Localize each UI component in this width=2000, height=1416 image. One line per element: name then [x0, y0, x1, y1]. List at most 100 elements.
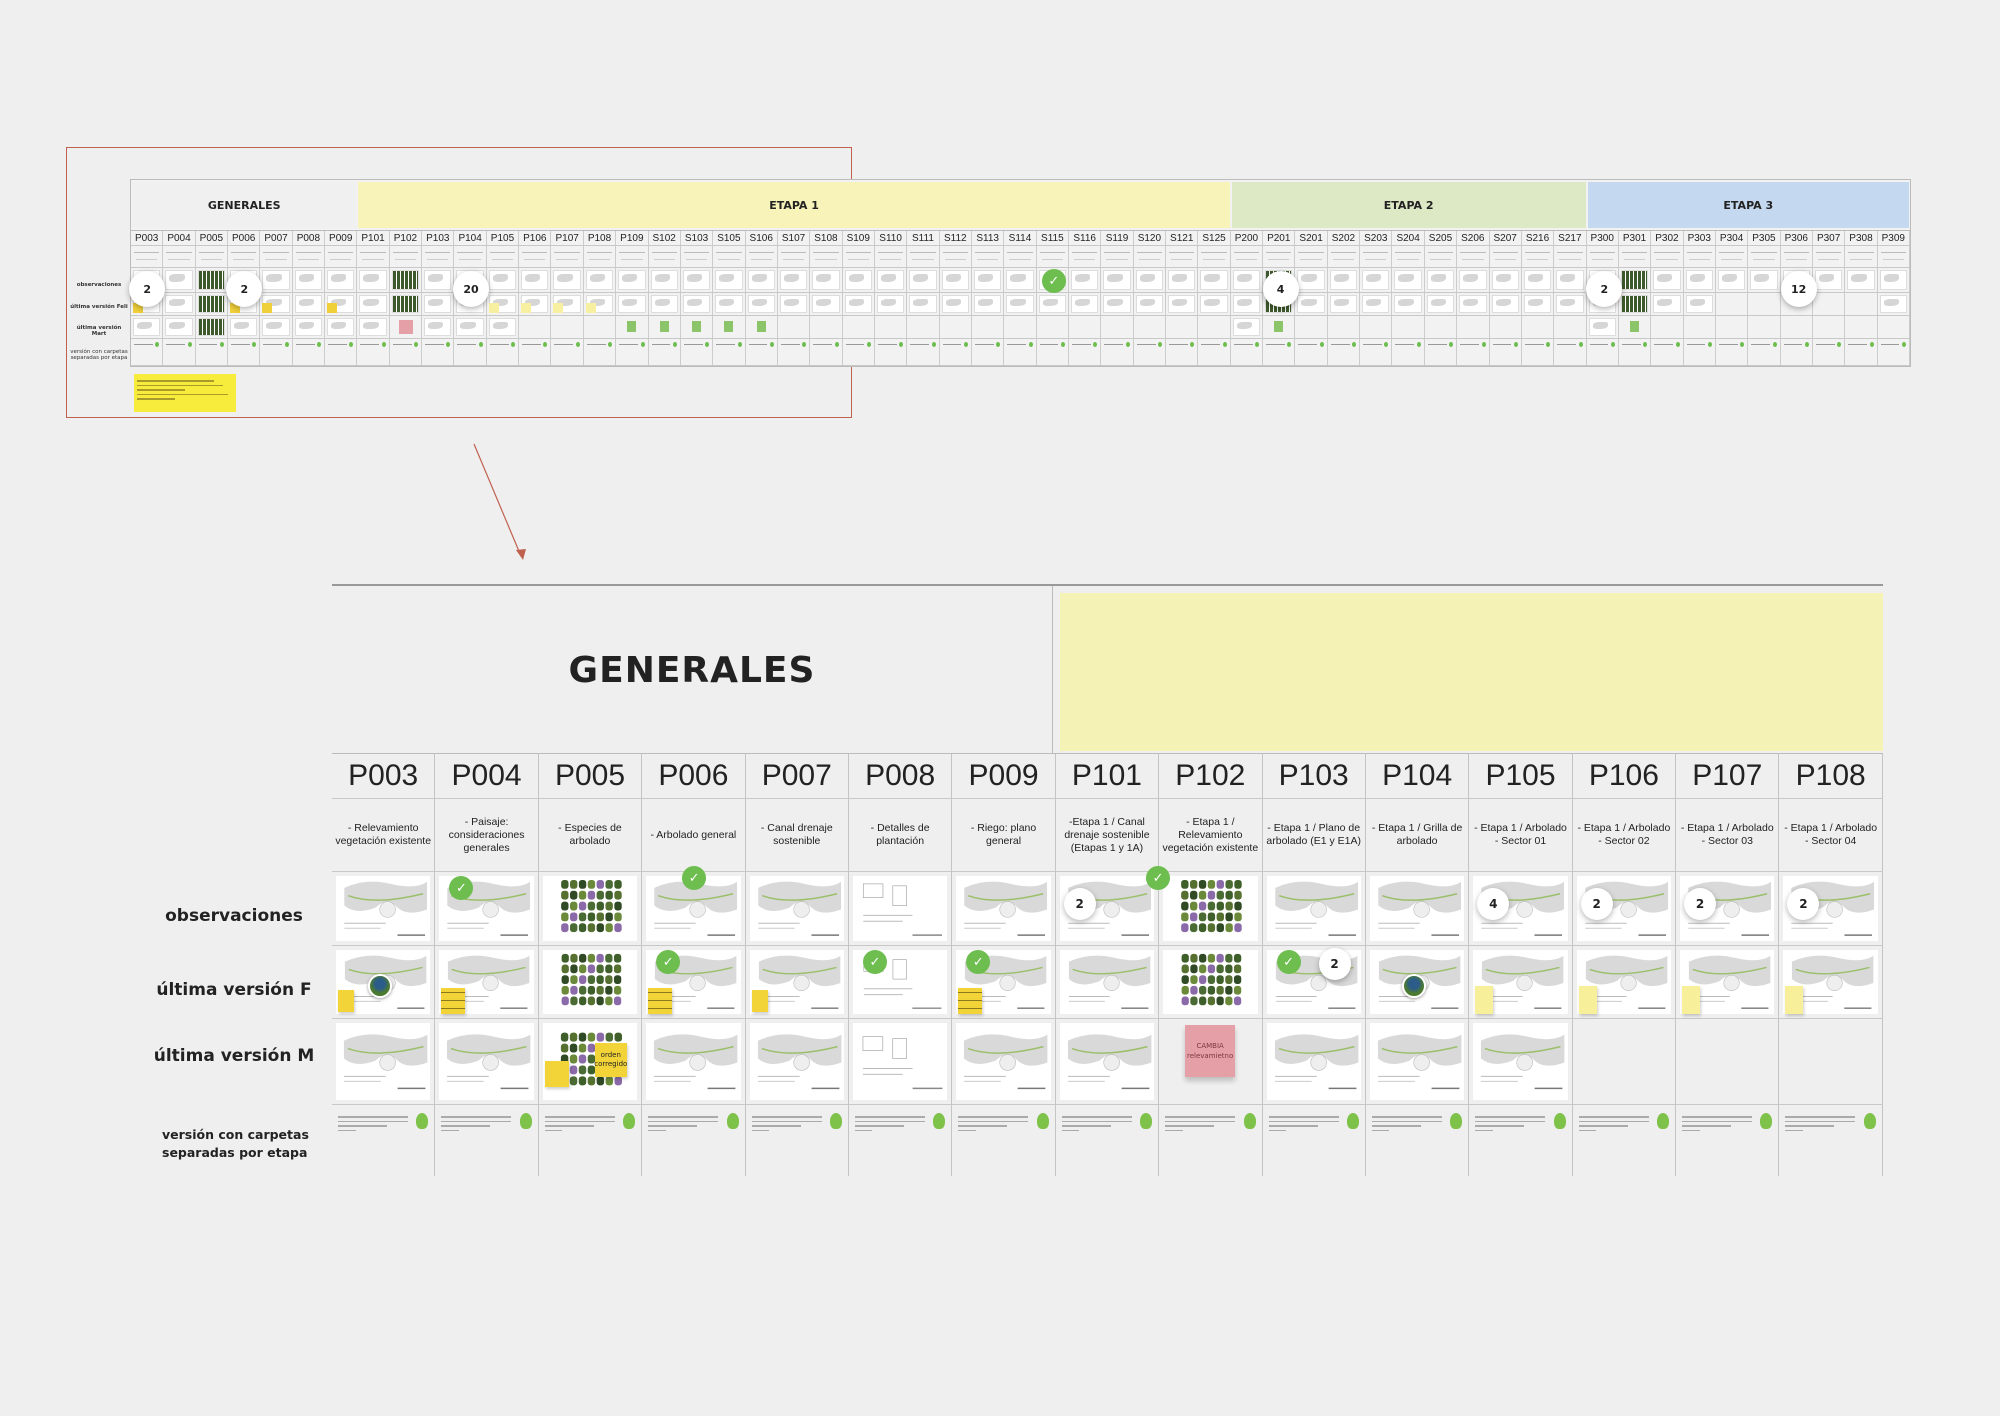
drawing-thumbnail[interactable] — [1523, 270, 1552, 290]
mart-cell[interactable] — [1554, 316, 1587, 338]
sheet-code[interactable]: P005 — [538, 754, 643, 799]
drawing-thumbnail[interactable] — [1200, 295, 1228, 313]
obs-cell[interactable] — [1716, 268, 1749, 292]
feli-cell[interactable] — [616, 293, 649, 315]
sheet-code[interactable]: S120 — [1134, 231, 1167, 245]
sheet-code[interactable]: S115 — [1037, 231, 1070, 245]
sheet-code[interactable]: P008 — [293, 231, 326, 245]
sheet-code[interactable]: P200 — [1231, 231, 1264, 245]
obs-cell[interactable] — [1425, 268, 1458, 292]
sticky-note[interactable] — [751, 990, 768, 1012]
feli-cell[interactable] — [875, 293, 908, 315]
feli-cell[interactable] — [1651, 293, 1684, 315]
drive-icon[interactable] — [1863, 1113, 1876, 1129]
drawing-thumbnail[interactable] — [1491, 295, 1519, 313]
feli-cell[interactable] — [325, 293, 358, 315]
obs-cell[interactable] — [972, 268, 1005, 292]
f-cell[interactable] — [435, 946, 539, 1019]
m-cell[interactable] — [1262, 1019, 1366, 1105]
drawing-thumbnail[interactable] — [197, 270, 226, 290]
drawing-thumbnail[interactable] — [618, 295, 646, 313]
obs-cell[interactable] — [293, 268, 326, 292]
sticky-note[interactable] — [488, 303, 499, 313]
drawing-thumbnail[interactable] — [1459, 295, 1487, 313]
drawing-thumbnail[interactable] — [682, 295, 711, 313]
sheet-code[interactable]: P102 — [390, 231, 423, 245]
drawing-thumbnail[interactable] — [876, 270, 905, 290]
sheet-code[interactable]: P308 — [1845, 231, 1878, 245]
drive-icon[interactable] — [416, 1113, 429, 1129]
feli-cell[interactable] — [551, 293, 584, 315]
sticky-note[interactable] — [327, 303, 338, 313]
drawing-thumbnail[interactable] — [553, 270, 581, 290]
mart-cell[interactable] — [131, 316, 164, 338]
mart-cell[interactable] — [422, 316, 455, 338]
sheet-code[interactable]: S105 — [713, 231, 746, 245]
check-icon[interactable]: ✓ — [449, 876, 474, 900]
sheet-code[interactable]: P006 — [228, 231, 261, 245]
mart-cell[interactable] — [1037, 316, 1070, 338]
drive-icon[interactable] — [726, 1113, 739, 1129]
sheet-code[interactable]: P105 — [487, 231, 520, 245]
feli-cell[interactable] — [1166, 293, 1199, 315]
sheet-code[interactable]: S121 — [1166, 231, 1199, 245]
obs-cell[interactable] — [1101, 268, 1134, 292]
drawing-thumbnail[interactable] — [1685, 295, 1713, 313]
sheet-code[interactable]: P309 — [1878, 231, 1910, 245]
f-cell[interactable] — [1676, 946, 1780, 1019]
drawing-thumbnail[interactable] — [1232, 295, 1261, 313]
drawing-thumbnail[interactable] — [715, 295, 743, 313]
sheet-code[interactable]: P106 — [519, 231, 552, 245]
drawing-thumbnail[interactable] — [1620, 270, 1649, 290]
mart-cell[interactable] — [1845, 316, 1878, 338]
sheet-code[interactable]: P004 — [163, 231, 196, 245]
user-avatar[interactable] — [368, 974, 392, 998]
drawing-thumbnail[interactable] — [327, 318, 355, 336]
drawing-thumbnail[interactable] — [1006, 295, 1034, 313]
drive-icon[interactable] — [1346, 1113, 1359, 1129]
drawing-thumbnail[interactable] — [1879, 295, 1907, 313]
obs-cell[interactable] — [681, 268, 714, 292]
mart-cell[interactable] — [357, 316, 390, 338]
f-cell[interactable]: ✓ 2 — [1262, 946, 1366, 1019]
f-cell[interactable]: ✓ — [952, 946, 1056, 1019]
feli-cell[interactable] — [422, 293, 455, 315]
drawing-thumbnail[interactable] — [909, 295, 937, 313]
mart-cell[interactable] — [940, 316, 972, 338]
drawing-thumbnail[interactable] — [521, 270, 549, 290]
obs-cell[interactable]: 2 — [1676, 872, 1780, 946]
green-sticky-note[interactable] — [756, 321, 766, 332]
drawing-thumbnail[interactable] — [294, 295, 323, 313]
drawing-thumbnail[interactable] — [424, 270, 452, 290]
green-sticky-note[interactable] — [724, 321, 734, 332]
mart-cell[interactable] — [487, 316, 520, 338]
obs-cell[interactable] — [1262, 872, 1366, 946]
sticky-note[interactable] — [585, 303, 596, 313]
drawing-thumbnail[interactable] — [779, 295, 808, 313]
obs-cell[interactable] — [745, 872, 849, 946]
user-avatar[interactable] — [1401, 974, 1426, 998]
sticky-note[interactable] — [1475, 986, 1494, 1014]
drive-icon[interactable] — [829, 1113, 842, 1129]
mart-cell[interactable] — [1328, 316, 1361, 338]
obs-cell[interactable]: ✓ 2 — [1055, 866, 1171, 946]
f-cell[interactable] — [745, 946, 849, 1019]
mart-cell[interactable] — [1619, 316, 1652, 338]
feli-cell[interactable] — [260, 293, 293, 315]
drawing-thumbnail[interactable] — [1168, 270, 1196, 290]
sheet-code[interactable]: S103 — [681, 231, 714, 245]
mart-cell[interactable] — [1134, 316, 1167, 338]
drawing-thumbnail[interactable] — [956, 1023, 1051, 1100]
drawing-thumbnail[interactable] — [1369, 876, 1465, 941]
mart-cell[interactable] — [1263, 316, 1296, 338]
drawing-thumbnail[interactable] — [165, 270, 193, 290]
pink-sticky-note[interactable]: CAMBIA relevamietno — [1185, 1025, 1236, 1077]
feli-cell[interactable] — [746, 293, 778, 315]
m-cell[interactable] — [642, 1019, 746, 1105]
drawing-thumbnail[interactable] — [1038, 295, 1067, 313]
sheet-code[interactable]: P300 — [1587, 231, 1619, 245]
drawing-thumbnail[interactable] — [1459, 270, 1487, 290]
overview-sticky-note[interactable] — [134, 374, 236, 412]
mart-cell[interactable] — [843, 316, 875, 338]
drive-icon[interactable] — [1657, 1113, 1670, 1129]
